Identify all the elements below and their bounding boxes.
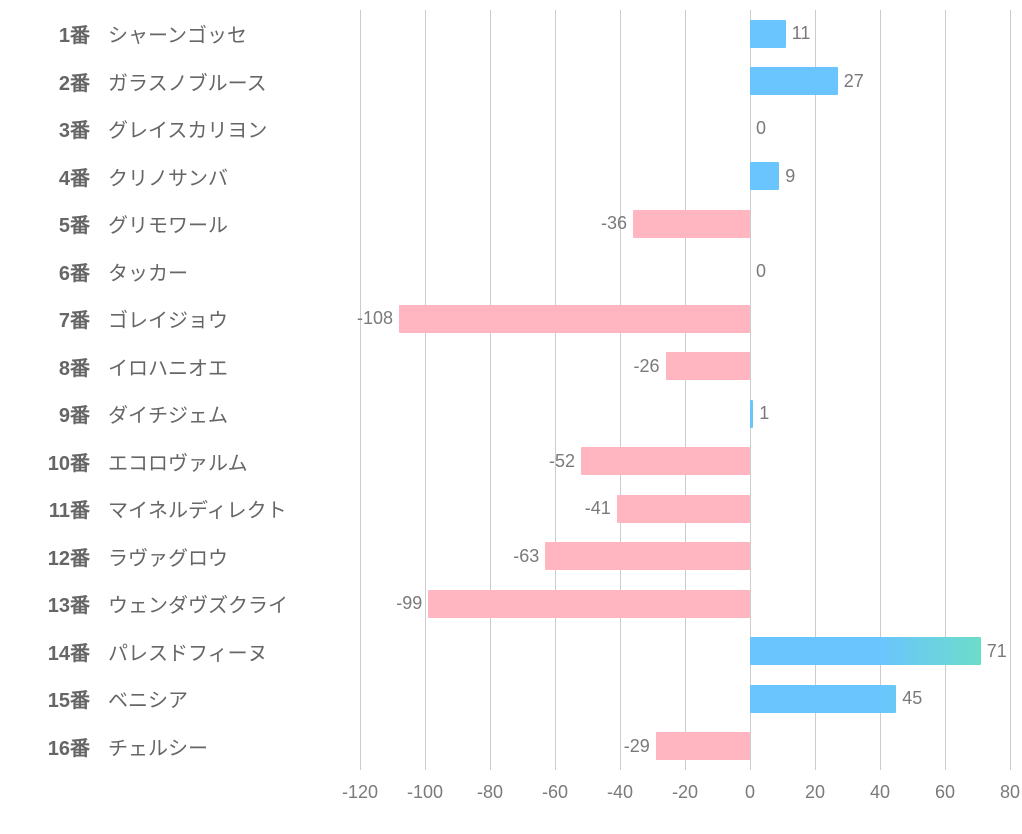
bar (750, 400, 753, 428)
x-tick-label: -100 (407, 782, 443, 803)
x-tick-label: -60 (542, 782, 568, 803)
bar-value: -29 (624, 732, 650, 760)
row-label: 12番ラヴァグロウ (30, 542, 228, 570)
x-tick-label: 0 (745, 782, 755, 803)
bar (750, 20, 786, 48)
row-name: チェルシー (108, 732, 208, 761)
row-number: 8番 (30, 352, 90, 381)
row-number: 14番 (30, 637, 90, 666)
bar-value: -108 (357, 305, 393, 333)
row-number: 2番 (30, 67, 90, 96)
bar-value: 71 (987, 637, 1007, 665)
x-tick-label: -20 (672, 782, 698, 803)
diverging-bar-chart: -120-100-80-60-40-200204060801番シャーンゴッセ11… (0, 0, 1022, 834)
row-name: ウェンダヴズクライ (108, 589, 288, 618)
row-number: 12番 (30, 542, 90, 571)
row-name: グリモワール (108, 209, 228, 238)
row-name: ゴレイジョウ (108, 304, 228, 333)
row-name: クリノサンバ (108, 162, 228, 191)
bar (750, 685, 896, 713)
row-number: 13番 (30, 589, 90, 618)
bar-value: -26 (633, 352, 659, 380)
bar (617, 495, 750, 523)
row-number: 6番 (30, 257, 90, 286)
x-tick-label: 80 (1000, 782, 1020, 803)
bar-value: -36 (601, 210, 627, 238)
row-label: 11番マイネルディレクト (30, 495, 287, 523)
row-number: 4番 (30, 162, 90, 191)
bar (633, 210, 750, 238)
gridline (555, 10, 556, 770)
bar-value: 0 (756, 115, 766, 143)
row-name: グレイスカリヨン (108, 114, 267, 143)
row-label: 4番クリノサンバ (30, 162, 228, 190)
bar (750, 67, 838, 95)
row-number: 10番 (30, 447, 90, 476)
bar-value: 27 (844, 67, 864, 95)
x-tick-label: -120 (342, 782, 378, 803)
row-number: 11番 (30, 494, 90, 523)
row-name: ガラスノブルース (108, 67, 267, 96)
row-name: エコロヴァルム (108, 447, 248, 476)
x-tick-label: -40 (607, 782, 633, 803)
x-tick-label: 40 (870, 782, 890, 803)
gridline (425, 10, 426, 770)
bar-value: 1 (759, 400, 769, 428)
row-label: 10番エコロヴァルム (30, 447, 248, 475)
gridline (360, 10, 361, 770)
row-number: 1番 (30, 19, 90, 48)
bar (581, 447, 750, 475)
bar (656, 732, 750, 760)
bar (399, 305, 750, 333)
bar-value: -41 (585, 495, 611, 523)
row-label: 6番タッカー (30, 257, 188, 285)
x-tick-label: 20 (805, 782, 825, 803)
row-label: 14番パレスドフィーヌ (30, 637, 268, 665)
gridline (620, 10, 621, 770)
bar (750, 162, 779, 190)
bar-value: 11 (792, 20, 811, 48)
bar-value: -52 (549, 447, 575, 475)
bar (750, 637, 981, 665)
row-label: 2番ガラスノブルース (30, 67, 267, 95)
bar (428, 590, 750, 618)
row-number: 15番 (30, 684, 90, 713)
x-tick-label: 60 (935, 782, 955, 803)
row-number: 16番 (30, 732, 90, 761)
row-label: 15番ベニシア (30, 685, 188, 713)
row-label: 7番ゴレイジョウ (30, 305, 228, 333)
row-label: 3番グレイスカリヨン (30, 115, 267, 143)
row-label: 9番ダイチジェム (30, 400, 228, 428)
bar-value: -99 (396, 590, 422, 618)
row-name: イロハニオエ (108, 352, 228, 381)
x-tick-label: -80 (477, 782, 503, 803)
row-label: 5番グリモワール (30, 210, 228, 238)
row-name: マイネルディレクト (108, 494, 287, 523)
row-name: ラヴァグロウ (108, 542, 228, 571)
row-name: シャーンゴッセ (108, 19, 247, 48)
row-name: ダイチジェム (108, 399, 228, 428)
row-label: 13番ウェンダヴズクライ (30, 590, 288, 618)
bar (545, 542, 750, 570)
bar-value: -63 (513, 542, 539, 570)
row-number: 7番 (30, 304, 90, 333)
gridline (490, 10, 491, 770)
row-number: 9番 (30, 399, 90, 428)
bar (666, 352, 751, 380)
row-name: タッカー (108, 257, 188, 286)
bar-value: 9 (785, 162, 795, 190)
gridline (1010, 10, 1011, 770)
bar-value: 45 (902, 685, 922, 713)
row-number: 3番 (30, 114, 90, 143)
bar-value: 0 (756, 257, 766, 285)
row-name: パレスドフィーヌ (108, 637, 268, 666)
gridline (685, 10, 686, 770)
row-label: 16番チェルシー (30, 732, 208, 760)
row-name: ベニシア (108, 684, 188, 713)
row-number: 5番 (30, 209, 90, 238)
row-label: 1番シャーンゴッセ (30, 20, 247, 48)
row-label: 8番イロハニオエ (30, 352, 228, 380)
